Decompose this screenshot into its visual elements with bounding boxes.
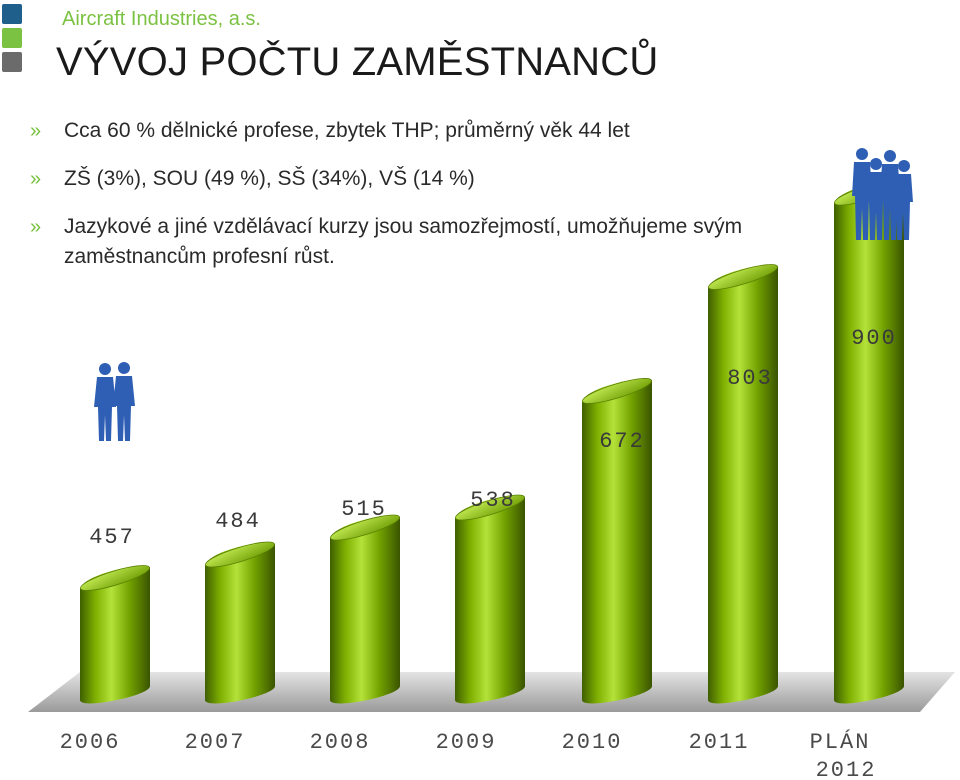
bullet-text: Jazykové a jiné vzdělávací kurzy jsou sa… [64,215,743,268]
bar-body [708,264,778,704]
bar-cap [330,514,400,541]
people-large-icon [852,148,913,240]
bar-body [330,515,400,704]
brand-squares [2,4,22,76]
bar-cap [582,378,652,404]
bar-value-label: 515 [341,497,387,522]
bar-value-label: 538 [470,488,516,513]
bullet-item: » Cca 60 % dělnické profese, zbytek THP;… [30,116,830,146]
bar [205,541,275,704]
bar [582,378,652,704]
bar [834,179,904,704]
bar-cap [205,541,275,568]
x-tick-label: PLÁN 2012 [810,729,877,780]
bar-body [80,565,150,704]
bar-value-label: 484 [215,509,261,534]
people-small-icon [94,362,135,441]
x-tick-label: 2007 [185,730,246,755]
bullet-marker: » [30,168,42,190]
bar [455,494,525,704]
bar-cap [455,494,525,521]
bar-value-label: 803 [727,366,773,391]
bar-body [455,495,525,704]
bullet-item: » Jazykové a jiné vzdělávací kurzy jsou … [30,212,854,272]
bar-value-label: 900 [851,326,897,351]
bullet-list: » Cca 60 % dělnické profese, zbytek THP;… [30,116,830,290]
x-tick-label: 2006 [60,730,121,755]
bar-value-label: 672 [599,429,645,454]
x-tick-label: 2011 [689,730,750,755]
x-tick-label: 2009 [436,730,497,755]
bar [80,565,150,704]
bullet-item: » ZŠ (3%), SOU (49 %), SŠ (34%), VŠ (14 … [30,164,830,194]
bar [330,514,400,704]
bullet-text: ZŠ (3%), SOU (49 %), SŠ (34%), VŠ (14 %) [64,167,475,190]
x-tick-label: 2010 [562,730,623,755]
page-title: VÝVOJ POČTU ZAMĚSTNANCŮ [56,40,659,84]
bar-body [205,542,275,704]
bullet-text: Cca 60 % dělnické profese, zbytek THP; p… [64,119,630,142]
bullet-marker: » [30,120,42,142]
bullet-marker: » [30,216,42,238]
bar [708,264,778,704]
brand-square-blue [2,4,22,24]
brand-square-green [2,28,22,48]
x-tick-label: 2008 [310,730,371,755]
bar-cap [708,264,778,290]
bar-cap [80,565,150,591]
bar-value-label: 457 [89,525,135,550]
company-name: Aircraft Industries, a.s. [62,8,261,30]
bar-body [834,180,904,704]
brand-square-gray [2,52,22,72]
bar-body [582,378,652,704]
